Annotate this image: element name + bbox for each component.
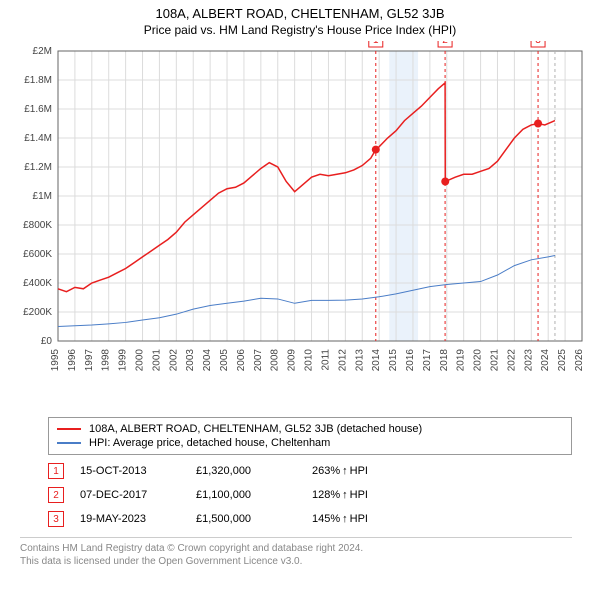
svg-text:£1.2M: £1.2M	[24, 162, 52, 173]
svg-text:£200K: £200K	[23, 307, 52, 318]
event-row: 2 07-DEC-2017 £1,100,000 128% ↑ HPI	[48, 483, 572, 507]
svg-text:1995: 1995	[50, 349, 61, 372]
svg-text:2020: 2020	[473, 349, 484, 372]
legend-label: HPI: Average price, detached house, Chel…	[89, 437, 330, 449]
footer-attribution: Contains HM Land Registry data © Crown c…	[20, 537, 572, 568]
event-date: 15-OCT-2013	[80, 465, 180, 477]
svg-text:2014: 2014	[371, 349, 382, 372]
svg-text:2017: 2017	[422, 349, 433, 372]
event-hpi: 145% ↑ HPI	[312, 513, 368, 525]
legend-item: HPI: Average price, detached house, Chel…	[57, 436, 563, 450]
footer-line1: Contains HM Land Registry data © Crown c…	[20, 542, 572, 555]
svg-text:£2M: £2M	[33, 46, 52, 57]
event-hpi: 263% ↑ HPI	[312, 465, 368, 477]
event-marker: 3	[48, 511, 64, 527]
svg-text:2018: 2018	[439, 349, 450, 372]
legend-swatch	[57, 442, 81, 444]
svg-text:1997: 1997	[84, 349, 95, 372]
chart-area: £0 £200K £400K £600K £800K £1M £1.2M £1.4M £1.6M…	[8, 41, 592, 411]
event-row: 1 15-OCT-2013 £1,320,000 263% ↑ HPI	[48, 459, 572, 483]
footer-line2: This data is licensed under the Open Gov…	[20, 555, 572, 568]
svg-text:2013: 2013	[354, 349, 365, 372]
svg-text:2007: 2007	[253, 349, 264, 372]
event-price: £1,320,000	[196, 465, 296, 477]
svg-text:2016: 2016	[405, 349, 416, 372]
svg-text:2003: 2003	[185, 349, 196, 372]
chart-title: 108A, ALBERT ROAD, CHELTENHAM, GL52 3JB	[8, 6, 592, 21]
legend-swatch	[57, 428, 81, 430]
event-table: 1 15-OCT-2013 £1,320,000 263% ↑ HPI 2 07-DEC-…	[48, 459, 572, 531]
svg-text:1996: 1996	[67, 349, 78, 372]
svg-text:2022: 2022	[506, 349, 517, 372]
chart-subtitle: Price paid vs. HM Land Registry's House …	[8, 23, 592, 37]
event-hpi: 128% ↑ HPI	[312, 489, 368, 501]
svg-text:2006: 2006	[236, 349, 247, 372]
svg-text:2002: 2002	[168, 349, 179, 372]
svg-text:£1.8M: £1.8M	[24, 75, 52, 86]
event-marker: 2	[48, 487, 64, 503]
svg-text:£1M: £1M	[33, 191, 52, 202]
svg-text:2001: 2001	[151, 349, 162, 372]
svg-text:£0: £0	[41, 336, 53, 347]
legend-item: 108A, ALBERT ROAD, CHELTENHAM, GL52 3JB …	[57, 422, 563, 436]
svg-text:2010: 2010	[304, 349, 315, 372]
svg-text:£800K: £800K	[23, 220, 52, 231]
svg-text:£1.6M: £1.6M	[24, 104, 52, 115]
svg-text:2015: 2015	[388, 349, 399, 372]
svg-text:£1.4M: £1.4M	[24, 133, 52, 144]
svg-text:2024: 2024	[540, 349, 551, 372]
legend: 108A, ALBERT ROAD, CHELTENHAM, GL52 3JB …	[48, 417, 572, 455]
event-date: 19-MAY-2023	[80, 513, 180, 525]
svg-text:2004: 2004	[202, 349, 213, 372]
event-price: £1,500,000	[196, 513, 296, 525]
svg-text:2019: 2019	[456, 349, 467, 372]
svg-text:£600K: £600K	[23, 249, 52, 260]
event-price: £1,100,000	[196, 489, 296, 501]
event-marker: 1	[48, 463, 64, 479]
svg-text:2025: 2025	[557, 349, 568, 372]
svg-text:1998: 1998	[101, 349, 112, 372]
svg-text:2: 2	[442, 41, 448, 46]
svg-text:2009: 2009	[287, 349, 298, 372]
svg-text:2008: 2008	[270, 349, 281, 372]
legend-label: 108A, ALBERT ROAD, CHELTENHAM, GL52 3JB …	[89, 423, 422, 435]
event-date: 07-DEC-2017	[80, 489, 180, 501]
svg-text:2011: 2011	[320, 349, 331, 371]
svg-text:3: 3	[535, 41, 541, 46]
svg-text:2023: 2023	[523, 349, 534, 372]
svg-text:2000: 2000	[135, 349, 146, 372]
event-row: 3 19-MAY-2023 £1,500,000 145% ↑ HPI	[48, 507, 572, 531]
svg-text:2026: 2026	[574, 349, 585, 372]
svg-text:2005: 2005	[219, 349, 230, 372]
line-chart-svg: £0 £200K £400K £600K £800K £1M £1.2M £1.4M £1.6M…	[8, 41, 592, 411]
svg-text:2012: 2012	[337, 349, 348, 372]
svg-text:1999: 1999	[118, 349, 129, 372]
svg-text:1: 1	[373, 41, 379, 46]
svg-text:£400K: £400K	[23, 278, 52, 289]
chart-container: 108A, ALBERT ROAD, CHELTENHAM, GL52 3JB …	[0, 0, 600, 576]
svg-text:2021: 2021	[489, 349, 500, 372]
